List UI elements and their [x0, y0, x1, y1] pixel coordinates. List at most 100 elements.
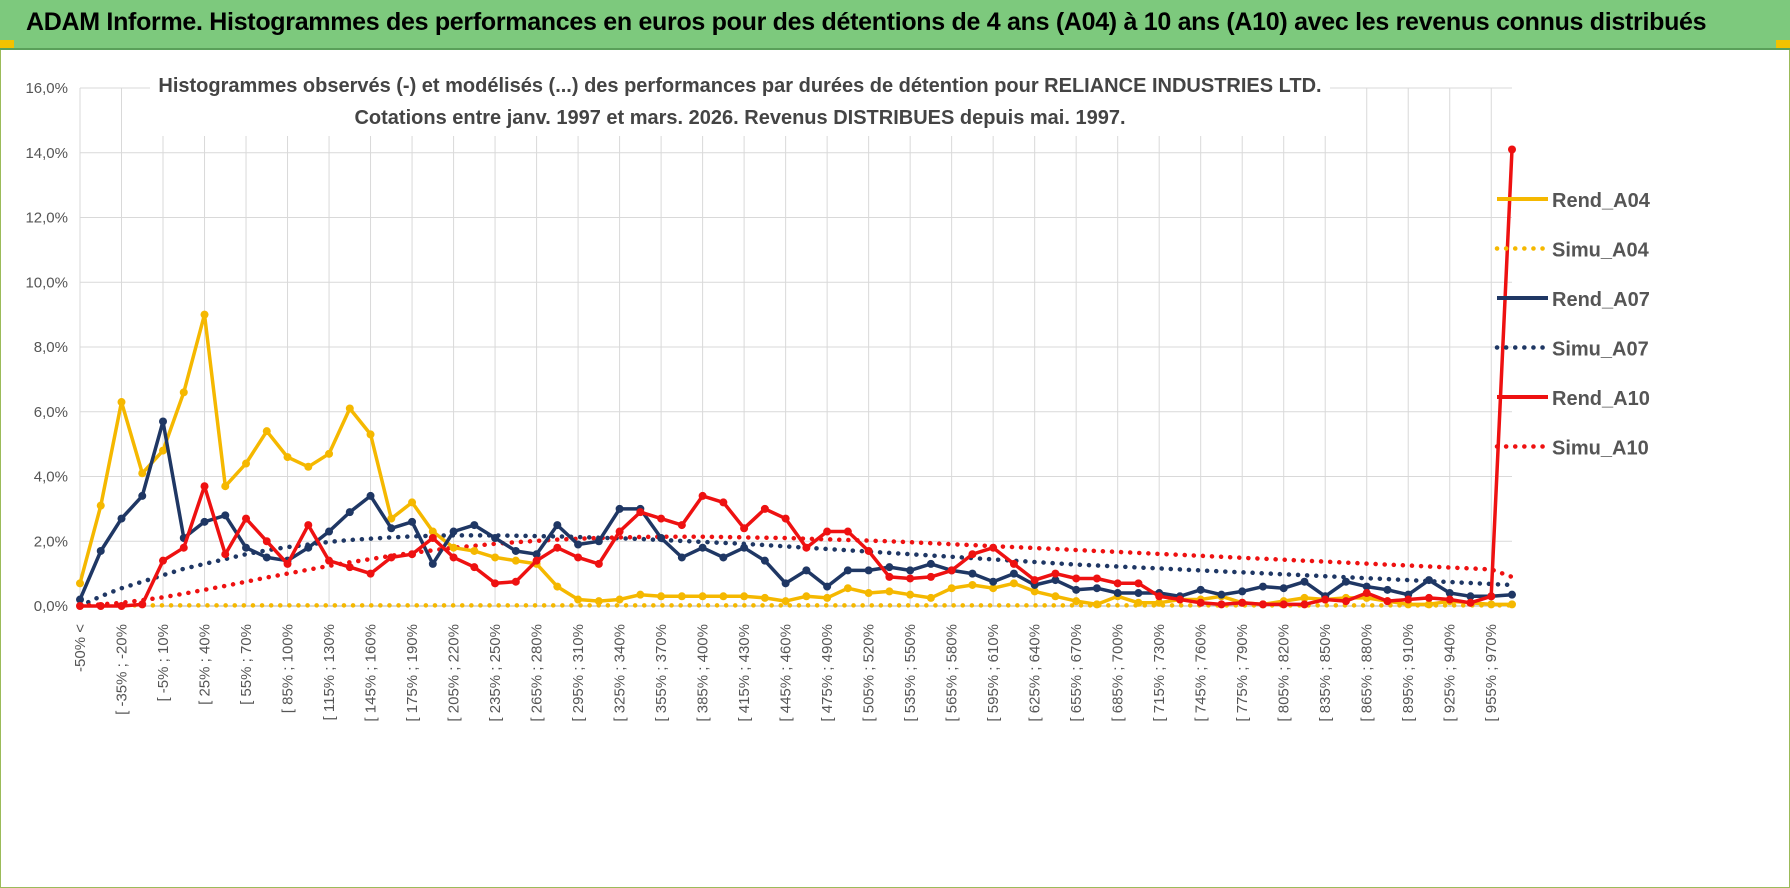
data-point-Rend_A10: [491, 579, 500, 588]
data-point-Rend_A10: [657, 514, 666, 523]
data-point-Rend_A10: [636, 508, 645, 517]
data-point-Rend_A07: [491, 534, 500, 543]
data-point-Rend_A10: [325, 556, 334, 565]
data-point-Rend_A10: [345, 563, 354, 572]
data-point-Rend_A07: [1300, 577, 1309, 586]
series-line-Rend_A04: [78, 312, 1512, 607]
x-tick-label: [ 535% ; 550%: [902, 624, 919, 722]
x-tick-label: [ 325% ; 340%: [612, 624, 629, 722]
data-point-Rend_A07: [615, 504, 624, 513]
data-point-Rend_A07: [470, 521, 479, 530]
data-point-Rend_A07: [1113, 589, 1122, 598]
data-point-Rend_A04: [325, 449, 334, 458]
data-point-Rend_A04: [1508, 600, 1516, 609]
data-point-Rend_A07: [1341, 577, 1350, 586]
data-point-Rend_A07: [698, 543, 707, 552]
data-point-Rend_A07: [823, 582, 832, 591]
data-point-Rend_A04: [221, 482, 230, 491]
data-point-Rend_A07: [449, 527, 458, 536]
data-point-Rend_A10: [677, 521, 686, 530]
data-point-Rend_A10: [242, 514, 251, 523]
x-tick-label: [ 385% ; 400%: [695, 624, 712, 722]
data-point-Rend_A04: [1009, 579, 1018, 588]
data-point-Rend_A04: [511, 556, 520, 565]
data-point-Rend_A10: [96, 602, 105, 610]
data-point-Rend_A04: [159, 446, 168, 455]
x-tick-label: [ 925% ; 940%: [1442, 624, 1459, 722]
data-point-Rend_A07: [1279, 584, 1288, 593]
data-point-Rend_A07: [345, 508, 354, 517]
data-point-Rend_A10: [262, 537, 271, 546]
data-point-Rend_A10: [823, 527, 832, 536]
data-point-Rend_A04: [823, 593, 832, 602]
data-point-Rend_A07: [781, 579, 790, 588]
data-point-Rend_A10: [1134, 579, 1143, 588]
data-point-Rend_A07: [138, 491, 147, 500]
data-point-Rend_A10: [428, 534, 437, 543]
data-point-Rend_A10: [408, 550, 417, 559]
data-point-Rend_A07: [719, 553, 728, 562]
data-point-Rend_A10: [740, 524, 749, 533]
data-point-Rend_A07: [553, 521, 562, 530]
x-tick-label: [ 415% ; 430%: [736, 624, 753, 722]
series-group: [76, 145, 1516, 610]
data-point-Rend_A10: [532, 556, 541, 565]
x-tick-label: [ 235% ; 250%: [487, 624, 504, 722]
page-title: ADAM Informe. Histogrammes des performan…: [26, 8, 1707, 36]
data-point-Rend_A04: [1300, 593, 1309, 602]
data-point-Rend_A07: [200, 517, 209, 526]
data-point-Rend_A07: [1258, 582, 1267, 591]
data-point-Rend_A10: [1487, 592, 1496, 601]
data-point-Rend_A04: [719, 592, 728, 601]
data-point-Rend_A10: [1424, 593, 1433, 602]
series-line-Rend_A10: [80, 149, 1514, 608]
data-point-Rend_A10: [1092, 574, 1101, 583]
data-point-Rend_A07: [159, 417, 168, 426]
data-point-Rend_A10: [1258, 600, 1267, 609]
data-point-Rend_A07: [968, 569, 977, 578]
x-tick-label: [ 775% ; 790%: [1234, 624, 1251, 722]
y-tick-label: 8,0%: [34, 339, 68, 356]
data-point-Rend_A04: [242, 459, 251, 468]
data-point-Rend_A10: [366, 569, 375, 578]
data-point-Rend_A04: [802, 592, 811, 601]
data-point-Rend_A10: [574, 553, 583, 562]
data-point-Rend_A04: [1424, 600, 1433, 609]
data-point-Rend_A07: [843, 566, 852, 575]
x-axis-ticks: -50% < [ -35% ; -20% [ -5% ; 10% [ 25% ; 40…: [72, 624, 1500, 722]
x-tick-label: [ 265% ; 280%: [529, 624, 546, 722]
data-point-Rend_A04: [491, 553, 500, 562]
legend-label-Rend_A04: Rend_A04: [1552, 190, 1651, 212]
data-point-Rend_A04: [698, 592, 707, 601]
data-point-Rend_A04: [885, 587, 894, 596]
data-point-Rend_A07: [885, 563, 894, 572]
data-point-Rend_A10: [1362, 589, 1371, 598]
x-tick-label: [ -5% ; 10%: [155, 624, 172, 702]
data-point-Rend_A10: [1072, 574, 1081, 583]
corner-accent-right: [1776, 40, 1790, 48]
data-point-Rend_A10: [864, 546, 873, 555]
data-point-Rend_A10: [719, 498, 728, 507]
data-point-Rend_A04: [615, 595, 624, 604]
data-point-Rend_A10: [1051, 569, 1060, 578]
x-tick-label: [ 145% ; 160%: [363, 624, 380, 722]
data-point-Rend_A10: [1196, 598, 1205, 607]
data-point-Rend_A10: [304, 521, 313, 530]
chart-grid: [79, 87, 1512, 607]
data-point-Rend_A10: [1238, 598, 1247, 607]
data-point-Rend_A04: [906, 590, 915, 599]
data-point-Rend_A10: [221, 550, 230, 559]
data-point-Rend_A04: [470, 546, 479, 555]
data-point-Rend_A04: [449, 543, 458, 552]
data-point-Rend_A10: [698, 491, 707, 500]
legend-label-Simu_A07: Simu_A07: [1552, 339, 1649, 361]
data-point-Rend_A04: [1155, 598, 1164, 607]
legend-label-Simu_A04: Simu_A04: [1552, 240, 1650, 262]
y-tick-label: 0,0%: [34, 598, 68, 615]
x-tick-label: [ 895% ; 910%: [1400, 624, 1417, 722]
data-point-Rend_A10: [117, 602, 126, 610]
x-tick-label: [ 685% ; 700%: [1110, 624, 1127, 722]
data-point-Rend_A04: [843, 584, 852, 593]
data-point-Rend_A04: [864, 589, 873, 598]
data-point-Rend_A07: [657, 534, 666, 543]
